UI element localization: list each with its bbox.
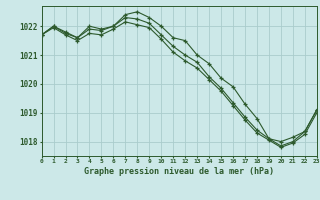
X-axis label: Graphe pression niveau de la mer (hPa): Graphe pression niveau de la mer (hPa) bbox=[84, 167, 274, 176]
